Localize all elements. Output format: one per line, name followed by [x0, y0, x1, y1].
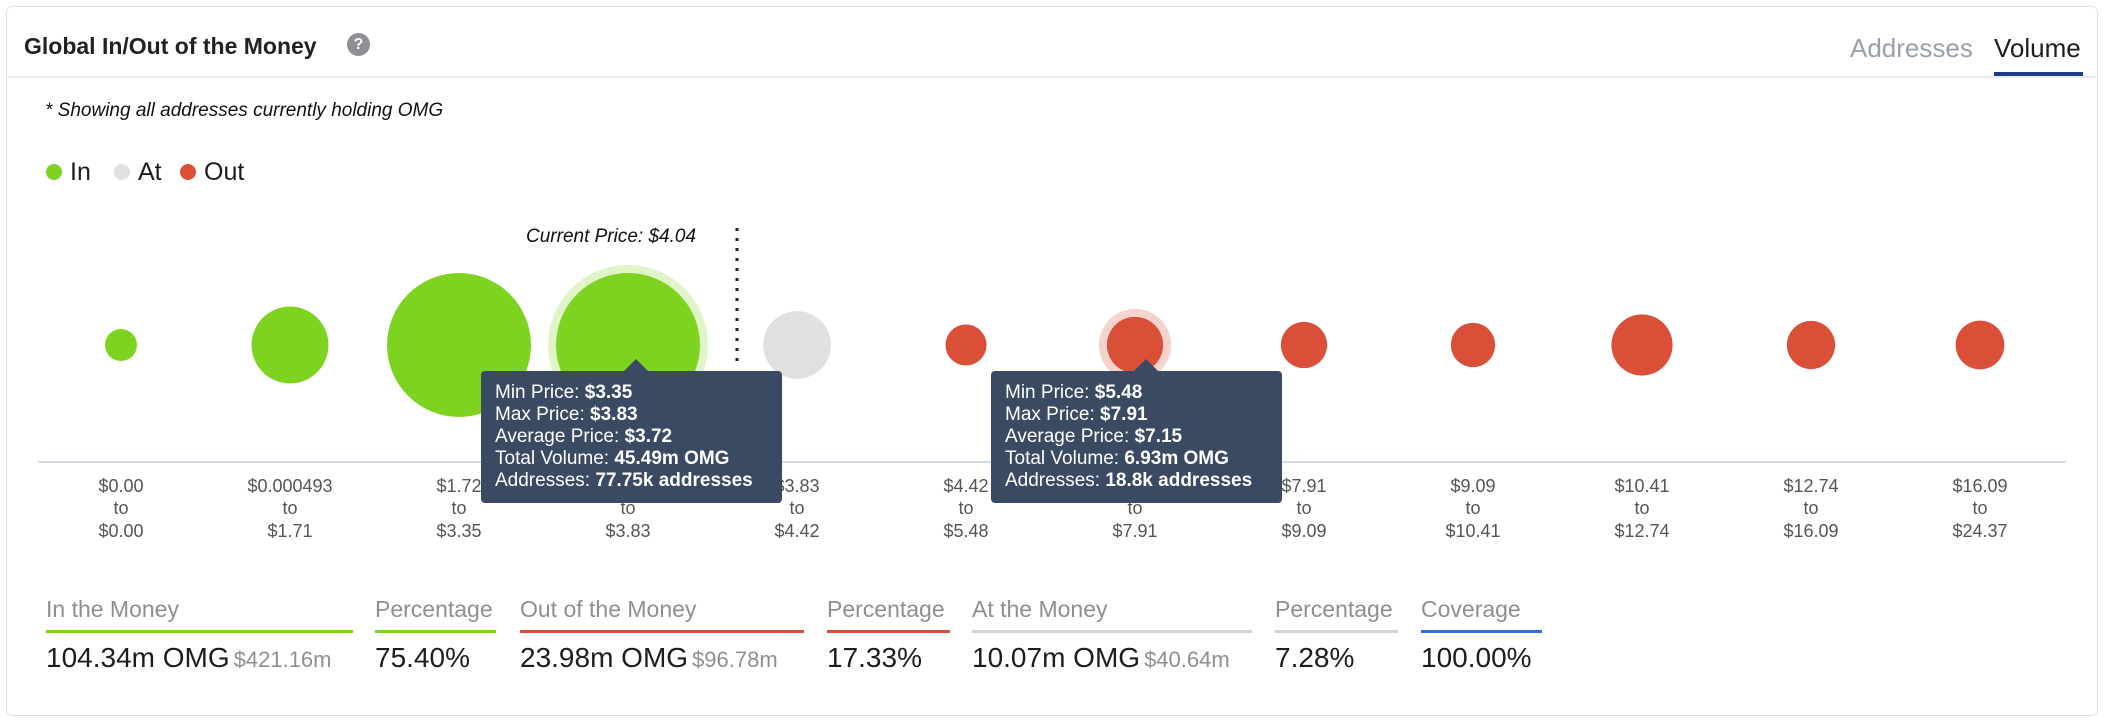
tick-label-from: $0.000493: [247, 476, 332, 496]
tooltip-row: Total Volume: 45.49m OMG: [495, 448, 730, 469]
tick-label-to: $10.41: [1445, 521, 1500, 541]
legend-dot-in-icon: [46, 164, 62, 180]
tick-label-to-word: to: [113, 498, 128, 518]
tick-label-to-word: to: [958, 498, 973, 518]
legend-label-in: In: [70, 158, 91, 186]
bubble-out[interactable]: [1450, 322, 1496, 368]
legend-dot-at-icon: [114, 164, 130, 180]
bubble-out[interactable]: [945, 324, 987, 366]
tooltip-row: Min Price: $5.48: [1005, 382, 1143, 403]
tick-label-from: $12.74: [1783, 476, 1838, 496]
tooltip-row: Total Volume: 6.93m OMG: [1005, 448, 1229, 469]
tick-label-to: $9.09: [1281, 521, 1326, 541]
tick-label-to: $0.00: [98, 521, 143, 541]
tick-label-to: $16.09: [1783, 521, 1838, 541]
tab-addresses[interactable]: Addresses: [1850, 33, 1973, 63]
tooltip-row: Average Price: $7.15: [1005, 426, 1183, 447]
stat-label: In the Money: [46, 596, 179, 622]
card-header: Global In/Out of the Money ? Addresses V…: [7, 7, 2097, 78]
legend-label-at: At: [138, 158, 162, 186]
bubble-out[interactable]: [1280, 321, 1328, 369]
stat-value: 100.00%: [1421, 642, 1532, 673]
tooltip-row: Max Price: $7.91: [1005, 404, 1148, 425]
tick-label-to: $3.83: [605, 521, 650, 541]
stat-label: Coverage: [1421, 596, 1521, 622]
stat-underline: [1421, 630, 1542, 633]
tick-label-to: $4.42: [774, 521, 819, 541]
bubble-out[interactable]: [1611, 314, 1673, 376]
tick-label-to: $24.37: [1952, 521, 2007, 541]
tick-label-to-word: to: [451, 498, 466, 518]
tick-label-to-word: to: [1634, 498, 1649, 518]
stat-underline: [46, 630, 353, 633]
tick-label-to-word: to: [1127, 498, 1142, 518]
stat-label: At the Money: [972, 596, 1108, 622]
tick-label-from: $0.00: [98, 476, 143, 496]
stat-value: 10.07m OMG $40.64m: [972, 642, 1230, 673]
stat-value: 7.28%: [1275, 642, 1355, 673]
tick-label-from: $9.09: [1450, 476, 1495, 496]
active-tab-indicator: [1994, 72, 2083, 76]
tick-label-to-word: to: [1465, 498, 1480, 518]
tick-label-from: $7.91: [1281, 476, 1326, 496]
tooltip-row: Average Price: $3.72: [495, 426, 673, 447]
tooltip-row: Min Price: $3.35: [495, 382, 633, 403]
tooltip-bubble: Min Price: $5.48 Max Price: $7.91 Averag…: [991, 359, 1282, 503]
current-price-label: Current Price: $4.04: [526, 226, 697, 247]
tick-label-to-word: to: [282, 498, 297, 518]
stat-underline: [972, 630, 1252, 633]
tick-label-to: $5.48: [943, 521, 988, 541]
tooltip-row: Addresses: 77.75k addresses: [495, 470, 753, 491]
tooltip-bubble: Min Price: $3.35 Max Price: $3.83 Averag…: [481, 359, 782, 503]
question-circle-icon[interactable]: ?: [347, 33, 370, 56]
tick-label-from: $3.83: [774, 476, 819, 496]
stat-label: Percentage: [827, 596, 945, 622]
tooltip-row: Max Price: $3.83: [495, 404, 638, 425]
stat-underline: [375, 630, 496, 633]
stat-value: 23.98m OMG $96.78m: [520, 642, 778, 673]
tick-label-to: $3.35: [436, 521, 481, 541]
stat-underline: [520, 630, 804, 633]
tick-label-to-word: to: [620, 498, 635, 518]
tick-label-from: $10.41: [1614, 476, 1669, 496]
tick-label-to-word: to: [1296, 498, 1311, 518]
bubble-out[interactable]: [1955, 320, 2005, 370]
tick-label-to-word: to: [1972, 498, 1987, 518]
tick-label-from: $16.09: [1952, 476, 2007, 496]
tick-label-to: $12.74: [1614, 521, 1669, 541]
bubble-out[interactable]: [1786, 320, 1836, 370]
stat-underline: [1275, 630, 1398, 633]
bubble-at[interactable]: [763, 311, 831, 379]
tooltip-row: Addresses: 18.8k addresses: [1005, 470, 1253, 491]
bubble-in[interactable]: [251, 306, 329, 384]
tab-volume[interactable]: Volume: [1994, 33, 2081, 63]
stat-label: Out of the Money: [520, 596, 697, 622]
stat-label: Percentage: [375, 596, 493, 622]
stat-underline: [827, 630, 950, 633]
legend-label-out: Out: [204, 158, 245, 186]
tick-label-from: $1.72: [436, 476, 481, 496]
stat-label: Percentage: [1275, 596, 1393, 622]
tick-label-to-word: to: [1803, 498, 1818, 518]
stat-value: 17.33%: [827, 642, 922, 673]
tick-label-to: $7.91: [1112, 521, 1157, 541]
bubble-in[interactable]: [105, 329, 137, 361]
holding-note: * Showing all addresses currently holdin…: [45, 100, 444, 121]
stat-value: 75.40%: [375, 642, 470, 673]
stat-value: 104.34m OMG $421.16m: [46, 642, 332, 673]
card-title: Global In/Out of the Money: [24, 33, 317, 59]
iomap-card: Global In/Out of the Money ? Addresses V…: [6, 6, 2098, 716]
tick-label-to-word: to: [789, 498, 804, 518]
tick-label-to: $1.71: [267, 521, 312, 541]
legend-dot-out-icon: [180, 164, 196, 180]
tick-label-from: $4.42: [943, 476, 988, 496]
